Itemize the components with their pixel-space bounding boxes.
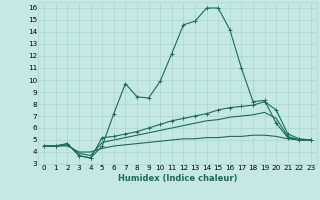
X-axis label: Humidex (Indice chaleur): Humidex (Indice chaleur) xyxy=(118,174,237,183)
